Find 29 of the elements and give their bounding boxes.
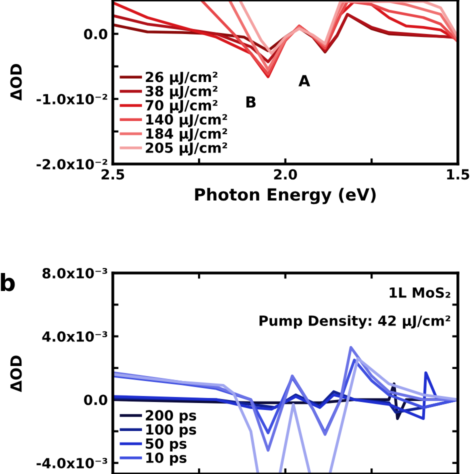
- legend-label: 140 μJ/cm²: [146, 114, 228, 128]
- legend-label: 26 μJ/cm²: [146, 72, 218, 85]
- legend-label: 38 μJ/cm²: [146, 86, 218, 100]
- x-tick-label: 2.5: [102, 169, 124, 180]
- y-tick-label: -4.0x10⁻³: [36, 458, 108, 468]
- y-tick-label: 8.0x10⁻³: [42, 268, 108, 278]
- legend-label: 184 μJ/cm²: [146, 128, 228, 142]
- y-axis-title: ΔOD: [10, 64, 22, 101]
- x-axis-title: Photon Energy (eV): [195, 188, 376, 204]
- annotation: 1L MoS₂: [390, 287, 450, 298]
- legend-label: 200 ps: [146, 410, 196, 424]
- y-tick-label: 0.0: [84, 28, 108, 40]
- y-tick-label: -1.0x10⁻²: [36, 94, 108, 104]
- y-axis-title: ΔOD: [10, 356, 22, 392]
- line-series: [239, 0, 458, 55]
- annotation: A: [298, 75, 310, 86]
- y-tick-label: 0.0: [84, 394, 108, 406]
- y-tick-label: -2.0x10⁻²: [36, 158, 108, 170]
- legend-label: 10 ps: [146, 452, 186, 466]
- legend-label: 100 ps: [146, 424, 196, 438]
- legend-label: 205 μJ/cm²: [146, 142, 228, 156]
- x-tick-label: 1.5: [447, 169, 470, 180]
- x-tick-label: 2.0: [274, 169, 297, 180]
- annotation: Pump Density: 42 μJ/cm²: [260, 315, 450, 329]
- legend-label: 70 μJ/cm²: [146, 100, 218, 114]
- y-tick-label: 4.0x10⁻³: [42, 331, 108, 342]
- annotation: B: [246, 96, 256, 108]
- legend-label: 50 ps: [146, 438, 186, 452]
- text: b: [0, 273, 15, 292]
